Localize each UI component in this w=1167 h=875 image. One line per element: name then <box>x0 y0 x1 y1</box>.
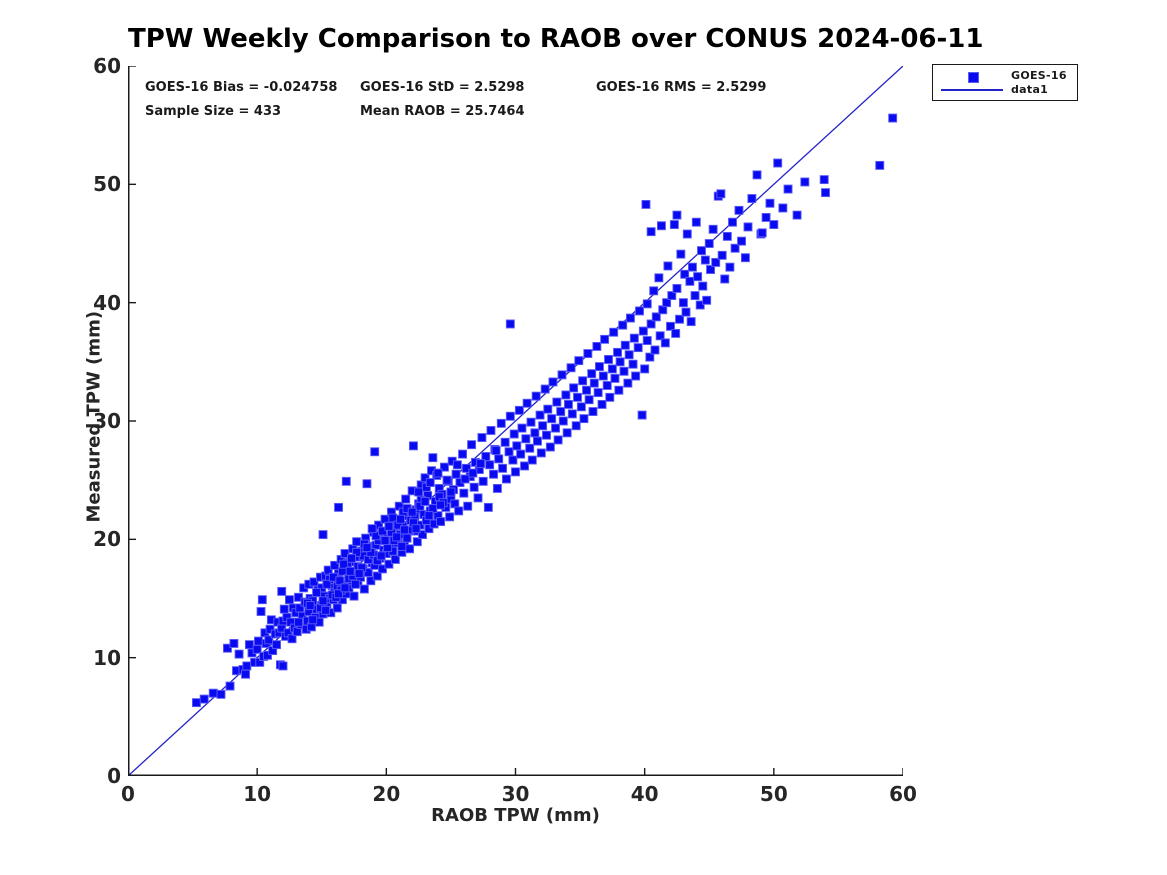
y-tick-label: 50 <box>93 172 121 197</box>
x-tick-label: 20 <box>372 782 401 806</box>
stat-mean-raob: Mean RAOB = 25.7464 <box>360 104 525 119</box>
x-tick-label: 50 <box>759 782 788 806</box>
stat-bias: GOES-16 Bias = -0.024758 <box>145 80 338 95</box>
legend-data1-label: data1 <box>1011 83 1049 96</box>
chart-title: TPW Weekly Comparison to RAOB over CONUS… <box>128 24 984 54</box>
x-tick-label: 0 <box>121 782 135 806</box>
legend-box: GOES-16 data1 <box>932 64 1078 101</box>
x-tick-label: 60 <box>889 782 917 806</box>
y-tick-label: 10 <box>93 645 121 670</box>
y-tick-label: 0 <box>107 764 121 788</box>
x-axis-label: RAOB TPW (mm) <box>431 805 600 826</box>
scatter-plot-area <box>128 66 903 776</box>
legend-goes16-label: GOES-16 <box>1011 69 1067 82</box>
x-tick-label: 30 <box>501 782 530 806</box>
y-tick-label: 60 <box>93 54 121 78</box>
y-tick-label: 20 <box>93 527 121 552</box>
stat-rms: GOES-16 RMS = 2.5299 <box>596 80 767 95</box>
x-tick-label: 40 <box>630 782 659 806</box>
y-tick-label: 30 <box>93 409 121 433</box>
legend-goes16-marker-icon <box>968 72 979 83</box>
y-tick-label: 40 <box>93 290 121 315</box>
stat-std: GOES-16 StD = 2.5298 <box>360 80 525 95</box>
stat-sample-size: Sample Size = 433 <box>145 104 282 119</box>
identity-line <box>128 66 903 776</box>
x-tick-label: 10 <box>243 782 272 806</box>
legend-data1-line-icon <box>941 89 1003 91</box>
goes16-scatter-points <box>192 113 898 708</box>
